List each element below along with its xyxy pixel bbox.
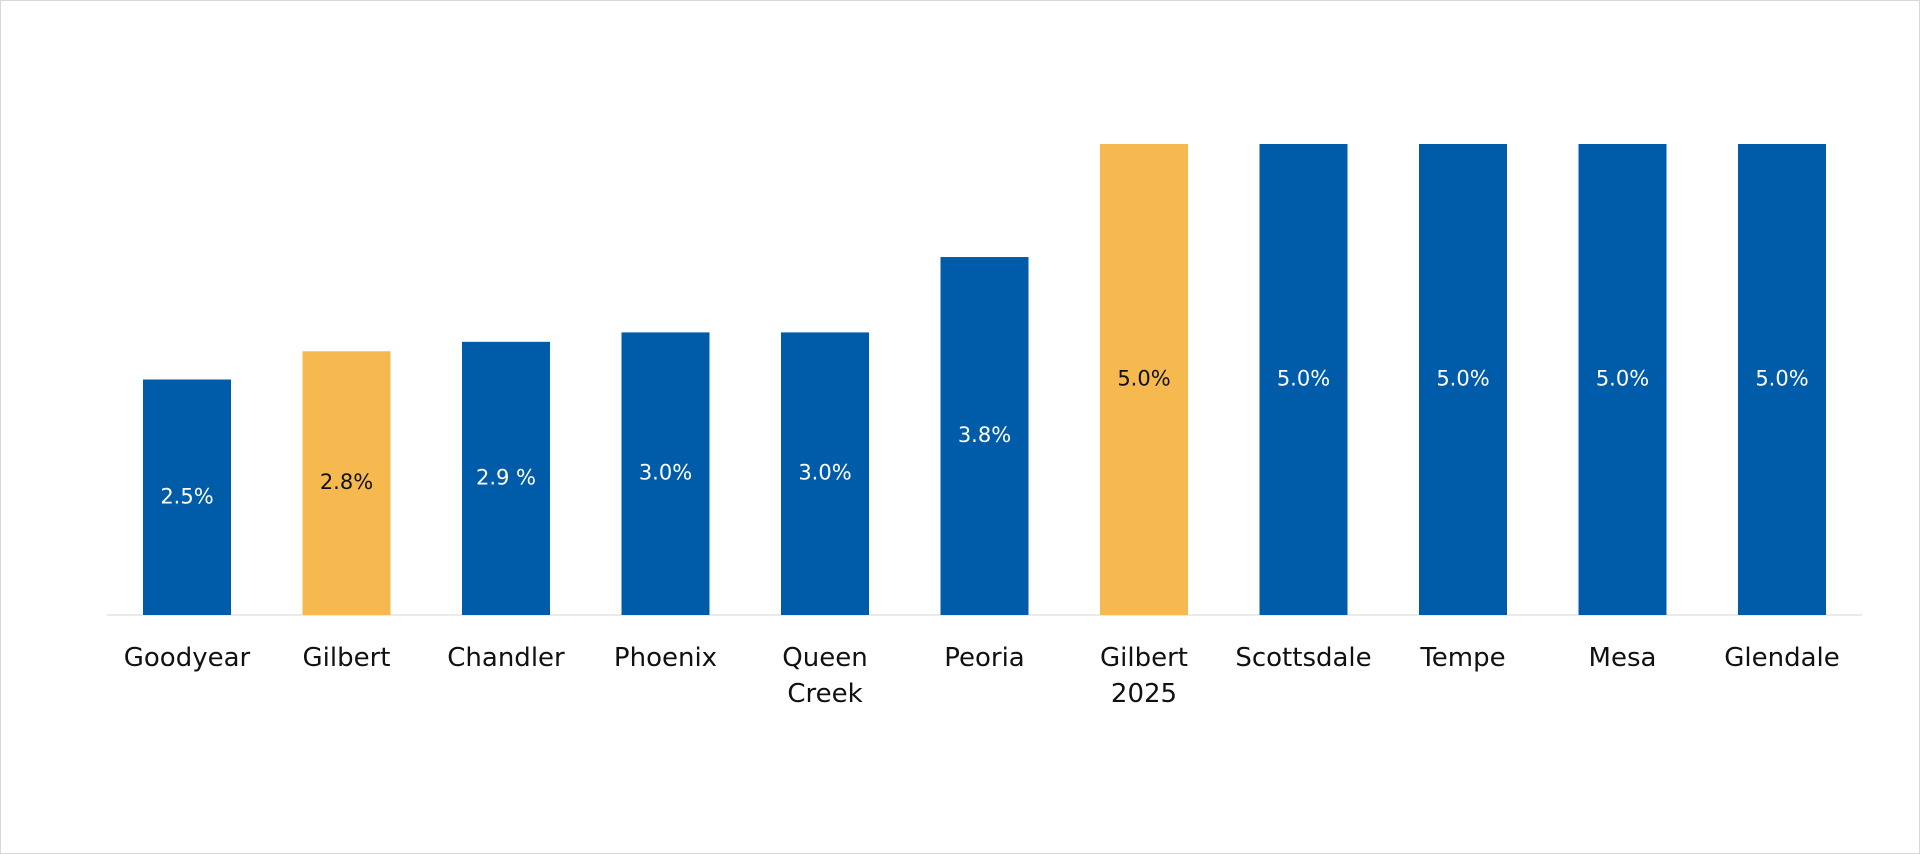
bar xyxy=(1259,144,1348,615)
value-label: 5.0% xyxy=(1436,367,1489,391)
value-label: 3.0% xyxy=(639,461,692,485)
value-label: 5.0% xyxy=(1596,367,1649,391)
value-label: 3.0% xyxy=(798,461,851,485)
category-label: Goodyear xyxy=(123,643,251,673)
value-label: 5.0% xyxy=(1277,367,1330,391)
bar xyxy=(940,257,1029,615)
category-label: Chandler xyxy=(447,643,565,673)
bar xyxy=(143,379,231,615)
value-label: 2.8% xyxy=(320,470,373,494)
category-label: Scottsdale xyxy=(1235,643,1372,673)
value-label: 3.8% xyxy=(958,423,1011,447)
category-label: Gilbert xyxy=(302,643,391,673)
bar xyxy=(1419,144,1507,615)
value-label: 5.0% xyxy=(1117,367,1170,391)
bar xyxy=(621,332,710,615)
bar xyxy=(462,341,550,615)
category-label: Peoria xyxy=(944,643,1025,673)
category-label: Gilbert 2025 xyxy=(1100,643,1188,709)
value-label: 5.0% xyxy=(1755,367,1808,391)
bar xyxy=(302,351,391,615)
bar xyxy=(1578,144,1667,615)
bar xyxy=(1738,144,1826,615)
value-label: 2.5% xyxy=(160,484,213,508)
bar xyxy=(1100,144,1188,615)
category-label: Mesa xyxy=(1588,643,1657,673)
category-label: Glendale xyxy=(1724,643,1840,673)
category-label: Phoenix xyxy=(613,643,718,673)
category-label: Tempe xyxy=(1420,643,1506,673)
value-label: 2.9 % xyxy=(476,465,536,489)
category-label: Queen Creek xyxy=(782,643,868,709)
bar xyxy=(781,332,869,615)
